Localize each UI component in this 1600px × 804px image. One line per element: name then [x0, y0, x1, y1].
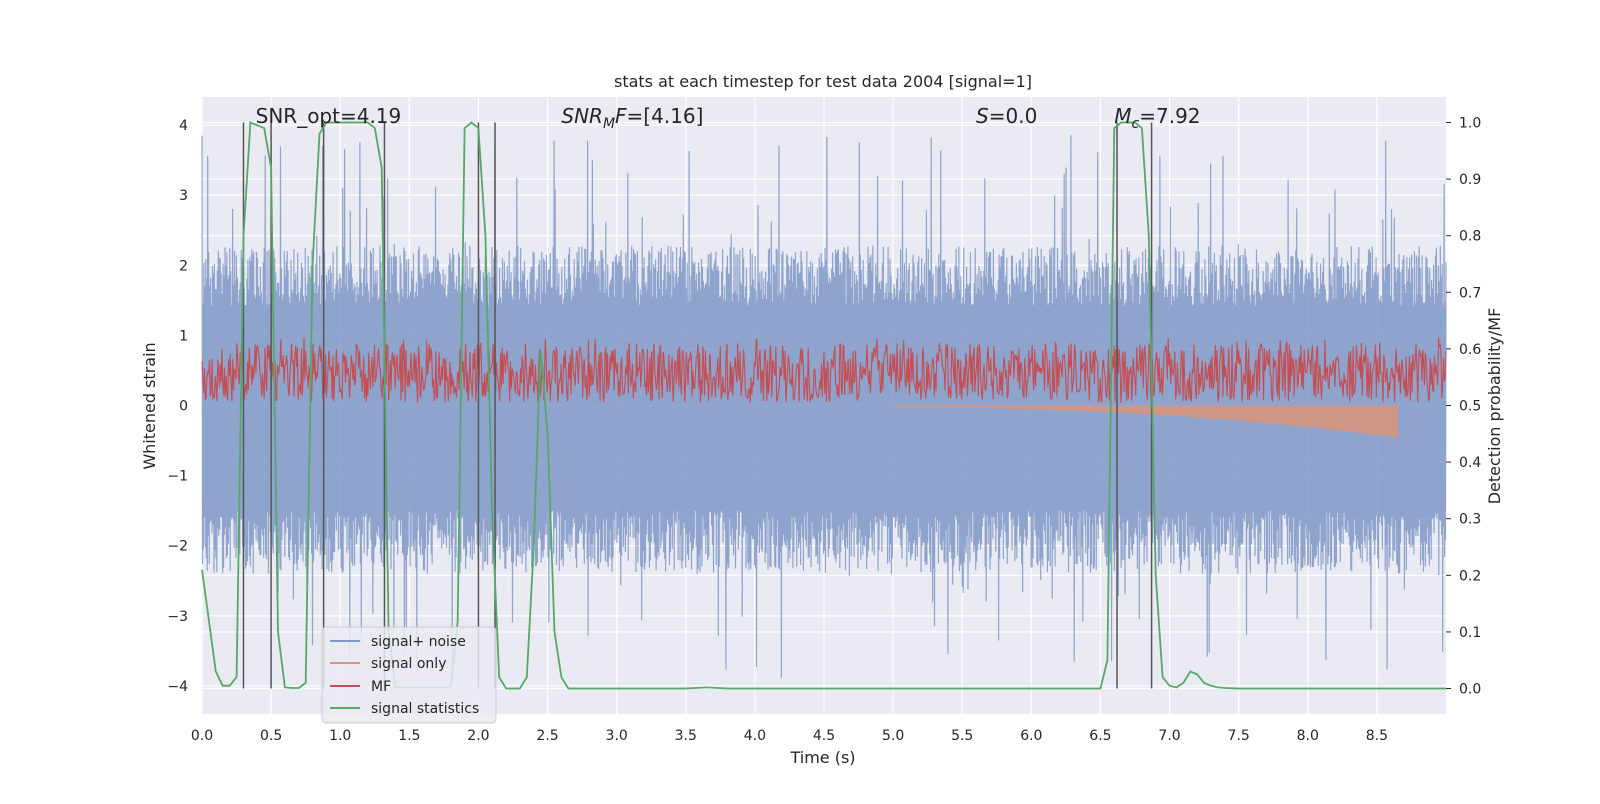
x-tick-label: 2.5	[536, 728, 558, 744]
x-tick-label: 3.0	[606, 728, 628, 744]
x-tick-label: 4.5	[813, 728, 835, 744]
y-tick-label-left: −4	[167, 679, 188, 695]
y-tick-label-right: 0.2	[1459, 568, 1481, 584]
signal-only-line	[892, 405, 1399, 438]
annotation-3: Mc=7.92	[1114, 104, 1200, 132]
annotations: SNR_opt=4.19 SNRMF=[4.16] S=0.0 Mc=7.92	[256, 104, 1201, 132]
mf-line	[201, 337, 1447, 403]
y-tick-label-right: 0.0	[1459, 682, 1481, 698]
x-tick-label: 7.0	[1158, 728, 1180, 744]
x-tick-label: 0.5	[260, 728, 282, 744]
y-axis-label-right: Detection probability/MF	[1485, 308, 1504, 505]
legend-label-signal-only: signal only	[371, 656, 446, 672]
x-axis-label: Time (s)	[789, 748, 855, 767]
axis-ticks: 0.0 0.5 1.0 1.5 2.0 2.5 3.0 3.5 4.0 4.5 5.0 5.5 6.0 6…	[167, 115, 1481, 744]
y-tick-label-right: 0.4	[1459, 455, 1481, 471]
x-tick-label: 5.5	[951, 728, 973, 744]
y-tick-label-right: 0.5	[1459, 399, 1481, 415]
x-tick-label: 4.0	[744, 728, 766, 744]
y-tick-label-left: −3	[167, 609, 188, 625]
y-tick-label-right: 0.8	[1459, 229, 1481, 245]
legend-label-signal-noise: signal+ noise	[371, 634, 466, 650]
y-tick-label-left: −1	[167, 469, 188, 485]
vertical-lines	[242, 122, 1153, 689]
x-tick-label: 1.5	[398, 728, 420, 744]
x-tick-label: 6.5	[1089, 728, 1111, 744]
series-signal-statistics	[201, 121, 1446, 690]
legend-label-mf: MF	[371, 679, 391, 695]
signal-noise-line	[201, 135, 1447, 678]
series-signal-noise	[201, 135, 1447, 678]
x-tick-label: 7.5	[1228, 728, 1250, 744]
x-tick-label: 0.0	[191, 728, 213, 744]
signal-statistics-line	[201, 121, 1446, 690]
series-mf	[201, 337, 1447, 403]
y-tick-label-right: 0.3	[1459, 512, 1481, 528]
y-axis-label-left: Whitened strain	[140, 342, 159, 469]
y-tick-label-right: 0.9	[1459, 172, 1481, 188]
y-tick-label-left: 1	[179, 328, 188, 344]
y-tick-label-right: 0.6	[1459, 342, 1481, 358]
y-tick-label-left: 2	[179, 258, 188, 274]
y-tick-label-right: 0.7	[1459, 285, 1481, 301]
annotation-0: SNR_opt=4.19	[256, 104, 402, 128]
x-tick-label: 5.0	[882, 728, 904, 744]
legend-box	[321, 626, 497, 724]
x-tick-label: 6.0	[1020, 728, 1042, 744]
x-tick-label: 8.0	[1297, 728, 1319, 744]
y-tick-label-left: 3	[179, 188, 188, 204]
series-signal-only	[892, 405, 1399, 438]
y-tick-label-right: 0.1	[1459, 625, 1481, 641]
y-tick-label-right: 1.0	[1459, 115, 1481, 131]
legend: signal+ noise signal only MF signal stat…	[321, 626, 497, 724]
annotation-1: SNRMF=[4.16]	[561, 104, 703, 132]
chart-title: stats at each timestep for test data 200…	[614, 72, 1032, 91]
legend-label-signal-statistics: signal statistics	[371, 701, 479, 717]
annotation-2: S=0.0	[976, 104, 1037, 128]
y-tick-label-left: 4	[179, 118, 188, 134]
x-tick-label: 2.0	[467, 728, 489, 744]
x-tick-label: 1.0	[329, 728, 351, 744]
y-tick-label-left: 0	[179, 399, 188, 415]
y-tick-label-left: −2	[167, 539, 188, 555]
x-tick-label: 8.5	[1366, 728, 1388, 744]
x-tick-label: 3.5	[675, 728, 697, 744]
